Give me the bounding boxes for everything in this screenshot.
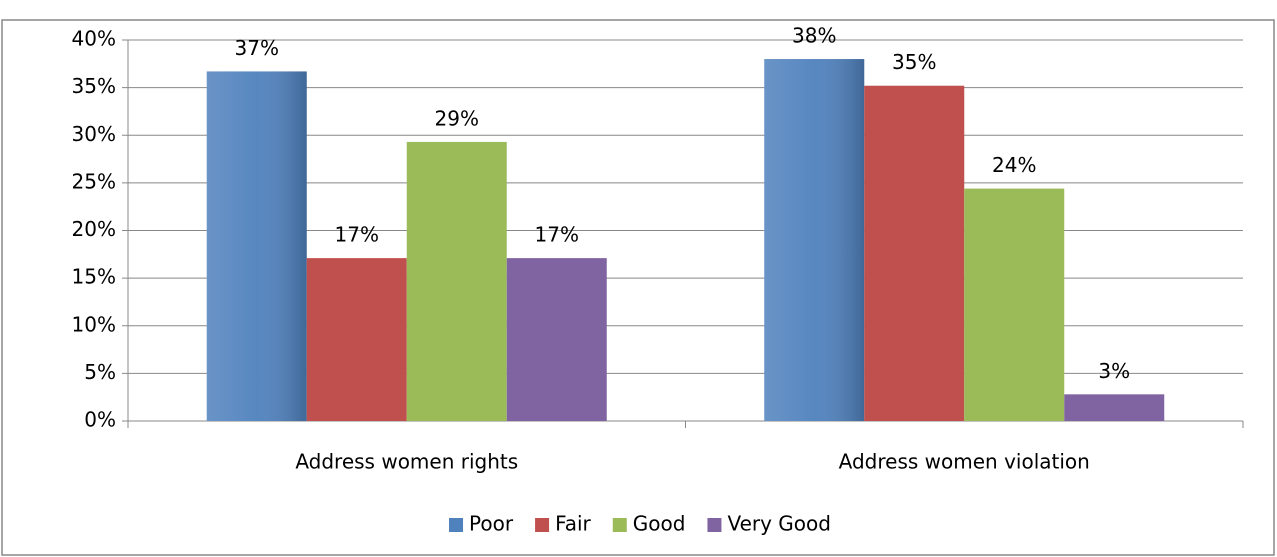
legend-swatch [707, 518, 722, 532]
bar [306, 258, 407, 421]
data-label: 24% [992, 153, 1036, 177]
chart-frame [1, 19, 1275, 556]
bar-shine [206, 71, 307, 422]
bar [506, 258, 607, 421]
data-label: 17% [535, 223, 579, 247]
y-tick-label: 40% [72, 27, 116, 51]
data-label: 38% [792, 24, 836, 48]
y-tick-label: 0% [84, 408, 116, 432]
y-tick-label: 10% [72, 312, 116, 336]
data-label: 37% [235, 36, 279, 60]
y-tick-label: 5% [84, 360, 116, 384]
legend-label: Fair [555, 512, 591, 536]
bar-shine [764, 59, 865, 422]
legend-label: Good [633, 512, 686, 536]
y-tick-label: 20% [72, 217, 116, 241]
data-label: 29% [435, 106, 479, 130]
y-tick-label: 35% [72, 74, 116, 98]
bar [1064, 394, 1165, 421]
data-label: 17% [335, 223, 379, 247]
legend-swatch [449, 518, 464, 532]
legend-label: Very Good [727, 512, 831, 536]
legend-swatch [535, 518, 550, 532]
data-label: 3% [1098, 359, 1130, 383]
bar [864, 85, 965, 421]
y-tick-label: 25% [72, 169, 116, 193]
legend-label: Poor [469, 512, 514, 536]
bar [406, 141, 507, 422]
y-tick-label: 30% [72, 122, 116, 146]
data-label: 35% [892, 50, 936, 74]
y-tick-label: 15% [72, 265, 116, 289]
x-tick-label: Address women rights [295, 450, 518, 474]
legend-swatch [612, 518, 627, 532]
x-tick-label: Address women violation [839, 450, 1090, 474]
bar [964, 188, 1065, 421]
